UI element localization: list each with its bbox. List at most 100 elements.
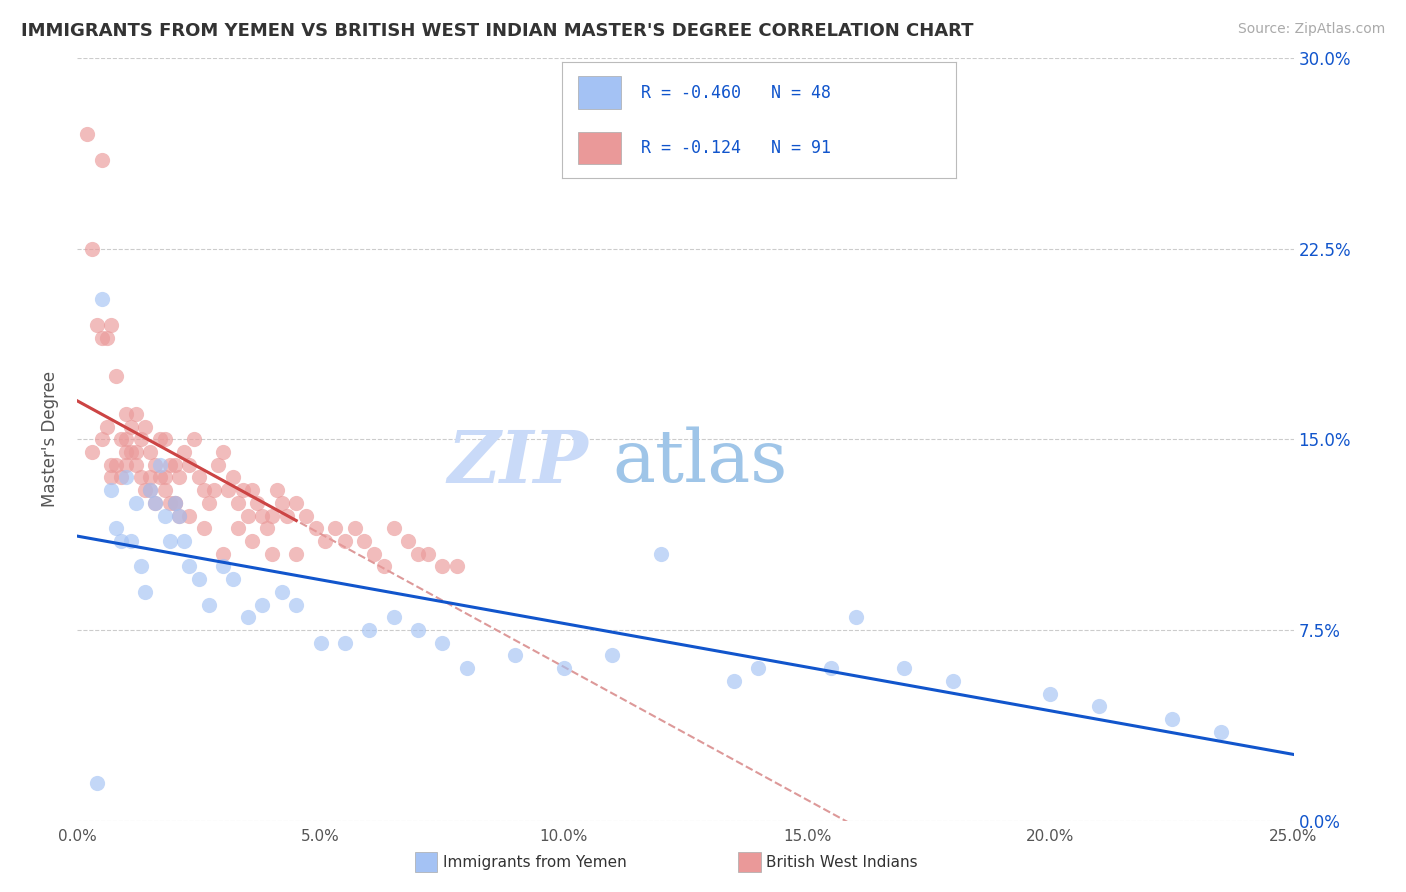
Point [1039, 687, 1062, 701]
Point [100, 470, 122, 484]
Point [1209, 724, 1232, 739]
Point [153, 433, 176, 447]
Point [236, 610, 259, 624]
Point [232, 483, 254, 498]
Point [382, 610, 405, 624]
Point [333, 533, 356, 548]
Point [188, 572, 211, 586]
Point [143, 496, 166, 510]
Point [125, 458, 148, 472]
Point [650, 547, 672, 561]
Point [80, 242, 103, 256]
Point [100, 458, 122, 472]
Point [416, 547, 439, 561]
Point [553, 661, 575, 675]
Point [139, 483, 162, 498]
Point [120, 533, 142, 548]
Point [125, 407, 148, 421]
Point [86, 775, 108, 789]
Point [212, 559, 235, 574]
Point [305, 521, 328, 535]
Point [285, 598, 308, 612]
Text: R = -0.124   N = 91: R = -0.124 N = 91 [641, 139, 831, 157]
Text: atlas: atlas [613, 427, 787, 498]
Point [314, 533, 336, 548]
Point [430, 559, 453, 574]
Point [373, 559, 395, 574]
Point [276, 508, 298, 523]
Point [226, 496, 249, 510]
Point [343, 521, 366, 535]
Point [747, 661, 769, 675]
Point [159, 496, 181, 510]
Point [143, 458, 166, 472]
Point [222, 572, 245, 586]
Point [295, 508, 318, 523]
Point [120, 445, 142, 459]
Point [179, 458, 201, 472]
Point [406, 623, 429, 637]
Point [197, 598, 219, 612]
Point [222, 470, 245, 484]
Point [153, 470, 176, 484]
Point [723, 673, 745, 688]
Point [90, 433, 112, 447]
Point [323, 521, 346, 535]
Point [90, 330, 112, 344]
Point [153, 483, 176, 498]
Point [129, 433, 152, 447]
Point [86, 318, 108, 332]
Point [139, 445, 162, 459]
Point [105, 521, 128, 535]
Point [163, 496, 186, 510]
Point [212, 445, 235, 459]
Point [285, 547, 308, 561]
Point [115, 407, 138, 421]
Point [266, 483, 288, 498]
Text: R = -0.460   N = 48: R = -0.460 N = 48 [641, 84, 831, 102]
Point [153, 508, 176, 523]
Point [1088, 699, 1111, 714]
Point [100, 483, 122, 498]
Point [942, 673, 965, 688]
Point [173, 445, 195, 459]
Point [115, 458, 138, 472]
Point [845, 610, 868, 624]
FancyBboxPatch shape [578, 77, 621, 109]
Text: Source: ZipAtlas.com: Source: ZipAtlas.com [1237, 22, 1385, 37]
Point [179, 559, 201, 574]
Point [456, 661, 478, 675]
Point [236, 508, 259, 523]
Point [159, 458, 181, 472]
Point [163, 496, 186, 510]
Point [149, 470, 172, 484]
Text: Immigrants from Yemen: Immigrants from Yemen [443, 855, 627, 870]
Point [115, 445, 138, 459]
Point [363, 547, 385, 561]
Point [139, 483, 162, 498]
Point [125, 445, 148, 459]
Point [260, 508, 283, 523]
Point [134, 585, 156, 599]
Point [242, 533, 264, 548]
Point [250, 598, 273, 612]
Point [173, 533, 195, 548]
Point [242, 483, 264, 498]
Point [430, 635, 453, 649]
Point [207, 458, 229, 472]
Point [396, 533, 419, 548]
Point [193, 483, 215, 498]
Y-axis label: Master's Degree: Master's Degree [41, 371, 59, 508]
Point [820, 661, 842, 675]
Text: IMMIGRANTS FROM YEMEN VS BRITISH WEST INDIAN MASTER'S DEGREE CORRELATION CHART: IMMIGRANTS FROM YEMEN VS BRITISH WEST IN… [21, 22, 973, 40]
Point [202, 483, 225, 498]
Point [129, 559, 152, 574]
Point [197, 496, 219, 510]
Point [96, 419, 118, 434]
Point [169, 470, 191, 484]
Point [256, 521, 278, 535]
Point [76, 127, 98, 141]
Point [169, 508, 191, 523]
Point [90, 153, 112, 167]
Point [285, 496, 308, 510]
